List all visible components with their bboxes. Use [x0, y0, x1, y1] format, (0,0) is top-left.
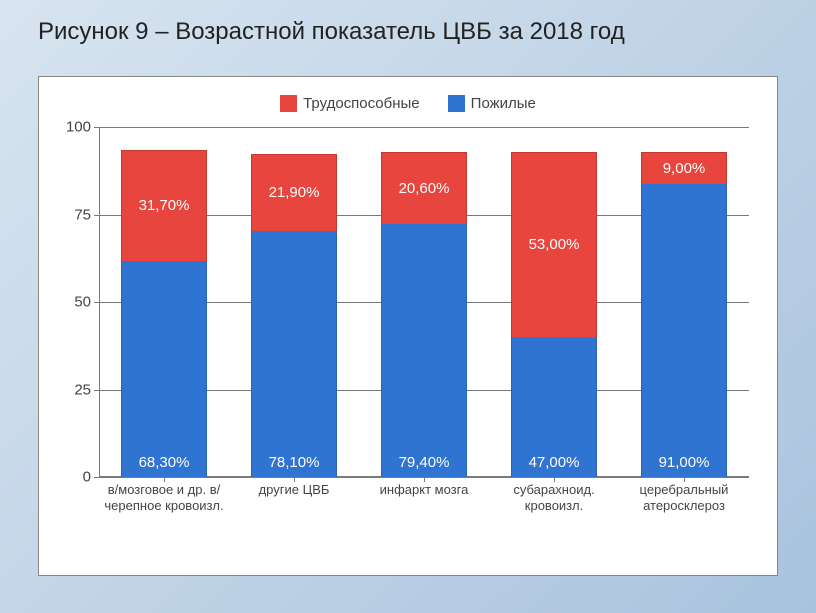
- chart-frame: Трудоспособные Пожилые 0 25 50 75 100 68,30%…: [38, 76, 778, 576]
- legend-label-0: Трудоспособные: [303, 95, 420, 112]
- bar: 79,40% 20,60%: [381, 152, 467, 477]
- y-tick-label: 0: [61, 469, 91, 486]
- legend-swatch-1: [448, 95, 465, 112]
- bar-segment-bottom: 91,00%: [641, 184, 727, 477]
- bar-value-label: 21,90%: [269, 184, 320, 201]
- x-labels: в/мозговое и др. в/черепное кровоизл.дру…: [99, 482, 749, 513]
- legend-item-1: Пожилые: [448, 95, 536, 112]
- bar-value-label: 78,10%: [269, 454, 320, 477]
- bar-value-label: 68,30%: [139, 454, 190, 477]
- bar-value-label: 53,00%: [529, 236, 580, 253]
- y-tick-label: 100: [61, 119, 91, 136]
- legend-label-1: Пожилые: [471, 95, 536, 112]
- legend: Трудоспособные Пожилые: [53, 95, 763, 112]
- plot-area: 0255075100 68,30%31,70%78,10%21,90%79,40…: [99, 127, 749, 477]
- bar-segment-top: 20,60%: [381, 152, 467, 224]
- bar-segment-bottom: 47,00%: [511, 337, 597, 477]
- y-tick-label: 50: [61, 294, 91, 311]
- x-axis-label: субарахноид. кровоизл.: [489, 482, 619, 513]
- bar-slot: 47,00% 53,00%: [489, 127, 619, 477]
- bar: 47,00% 53,00%: [511, 152, 597, 478]
- bar-value-label: 91,00%: [659, 454, 710, 477]
- bars: 68,30% 31,70% 78,10% 21,90% 79,40% 20,60% 47,0…: [99, 127, 749, 477]
- bar-value-label: 47,00%: [529, 454, 580, 477]
- bar-segment-bottom: 79,40%: [381, 224, 467, 477]
- bar-value-label: 31,70%: [139, 197, 190, 214]
- bar-value-label: 79,40%: [399, 454, 450, 477]
- bar-segment-top: 31,70%: [121, 150, 207, 261]
- bar-slot: 79,40% 20,60%: [359, 127, 489, 477]
- bar-value-label: 9,00%: [663, 160, 706, 177]
- bar-slot: 78,10% 21,90%: [229, 127, 359, 477]
- x-axis-label: церебральный атеросклероз: [619, 482, 749, 513]
- legend-item-0: Трудоспособные: [280, 95, 420, 112]
- y-tick-label: 75: [61, 206, 91, 223]
- bar-slot: 91,00% 9,00%: [619, 127, 749, 477]
- bar: 68,30% 31,70%: [121, 150, 207, 477]
- bar-segment-top: 21,90%: [251, 154, 337, 231]
- bar-value-label: 20,60%: [399, 180, 450, 197]
- legend-swatch-0: [280, 95, 297, 112]
- y-tick-label: 25: [61, 381, 91, 398]
- y-tick: [94, 477, 99, 478]
- x-axis-label: другие ЦВБ: [229, 482, 359, 513]
- bar: 91,00% 9,00%: [641, 152, 727, 477]
- bar-segment-top: 9,00%: [641, 152, 727, 184]
- x-axis-label: в/мозговое и др. в/черепное кровоизл.: [99, 482, 229, 513]
- bar-segment-bottom: 78,10%: [251, 231, 337, 477]
- bar: 78,10% 21,90%: [251, 154, 337, 477]
- bar-segment-top: 53,00%: [511, 152, 597, 338]
- x-axis-label: инфаркт мозга: [359, 482, 489, 513]
- bar-segment-bottom: 68,30%: [121, 261, 207, 477]
- page-title: Рисунок 9 – Возрастной показатель ЦВБ за…: [38, 18, 778, 46]
- bar-slot: 68,30% 31,70%: [99, 127, 229, 477]
